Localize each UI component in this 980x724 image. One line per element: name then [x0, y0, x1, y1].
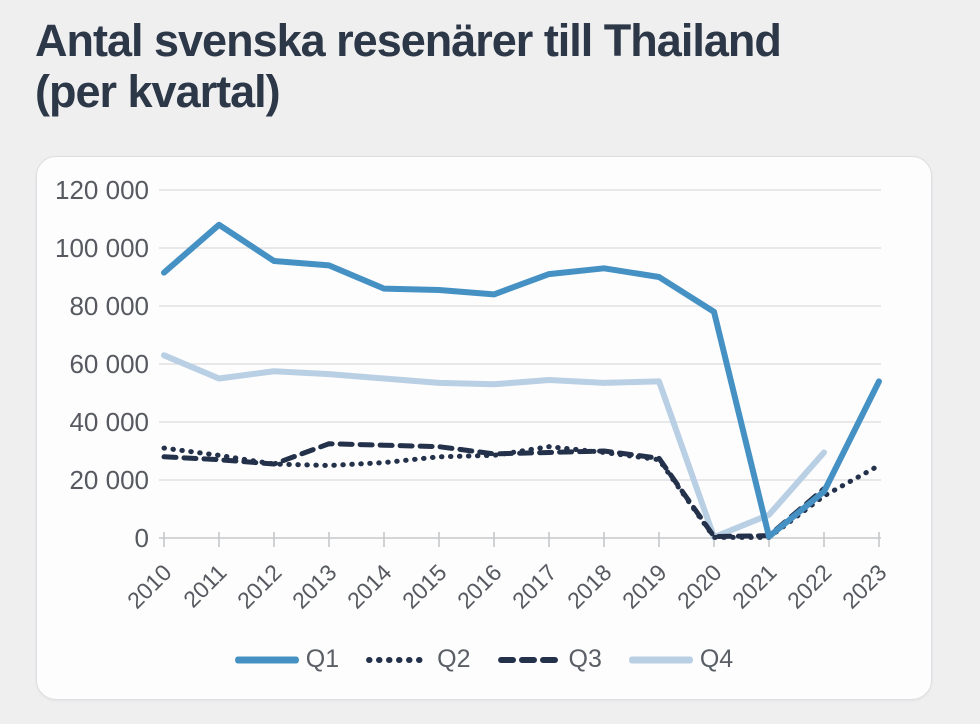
- series-q3-line: [161, 441, 827, 540]
- x-tick-label: 2011: [178, 559, 231, 612]
- x-tick-label: 2016: [452, 559, 507, 614]
- x-tick-label: 2014: [342, 559, 397, 614]
- y-tick-label: 80 000: [69, 291, 149, 321]
- x-tick-label: 2015: [397, 559, 452, 614]
- legend-swatch-q4-icon: [628, 656, 693, 663]
- legend-label-q3: Q3: [568, 645, 602, 673]
- chart-title-line2: (per kvartal): [35, 65, 281, 117]
- chart-legend: Q1 Q2 Q3 Q4: [37, 645, 931, 674]
- x-tick-label: 2020: [672, 559, 727, 614]
- series-q4-line: [161, 352, 827, 541]
- legend-item-q3: Q3: [497, 645, 602, 674]
- x-tick-label: 2023: [837, 559, 892, 614]
- series-q2-line: [161, 444, 882, 540]
- x-tick-label: 2019: [617, 559, 672, 614]
- y-tick-label: 0: [135, 523, 149, 553]
- chart-svg: 0 20 000 40 000 60 000 80 000 100 000 120 000 2…: [55, 175, 892, 614]
- x-tick-label: 2012: [232, 559, 287, 614]
- legend-swatch-q2-icon: [366, 656, 431, 663]
- chart-card: 0 20 000 40 000 60 000 80 000 100 000 120 000 2…: [36, 156, 932, 700]
- x-tick-label: 2018: [562, 559, 617, 614]
- x-tick-label: 2021: [727, 559, 782, 614]
- legend-item-q1: Q1: [234, 645, 340, 674]
- legend-label-q4: Q4: [699, 645, 734, 673]
- x-tick-label: 2017: [507, 559, 562, 614]
- chart-title-line1: Antal svenska resenärer till Thailand: [35, 15, 782, 66]
- y-tick-label: 40 000: [69, 407, 149, 437]
- y-tick-label: 60 000: [69, 349, 149, 379]
- legend-swatch-q1-icon: [234, 656, 299, 663]
- y-tick-label: 100 000: [55, 233, 149, 263]
- x-tick-label: 2010: [122, 559, 177, 614]
- legend-swatch-q3-icon: [497, 656, 562, 663]
- legend-label-q1: Q1: [305, 645, 340, 673]
- legend-item-q4: Q4: [628, 645, 734, 674]
- chart-title: Antal svenska resenärer till Thailand (p…: [35, 15, 782, 118]
- x-tick-label: 2013: [287, 559, 342, 614]
- y-tick-label: 120 000: [55, 175, 149, 205]
- legend-label-q2: Q2: [437, 645, 471, 673]
- series-q1-line: [161, 221, 882, 540]
- x-tick-label: 2022: [782, 559, 837, 614]
- y-tick-label: 20 000: [69, 465, 149, 495]
- legend-item-q2: Q2: [366, 645, 471, 674]
